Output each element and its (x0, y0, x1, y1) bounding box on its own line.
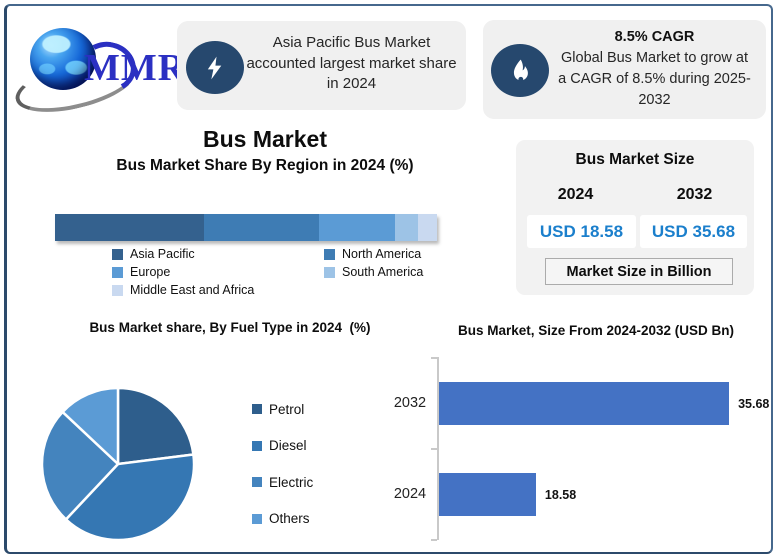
legend-item: North America (324, 247, 448, 261)
legend-swatch-icon (252, 513, 262, 524)
y-axis-line (437, 357, 439, 540)
fuel-chart-title: Bus Market share, By Fuel Type in 2024 (… (89, 320, 371, 335)
fuel-pie-chart (40, 386, 196, 542)
region-segment-europe (318, 214, 395, 241)
legend-swatch-icon (112, 248, 123, 260)
legend-swatch-icon (252, 404, 262, 414)
bar-category-label-2024: 2024 (393, 486, 427, 502)
market-size-title: Bus Market Size (575, 151, 695, 168)
legend-swatch-icon (252, 477, 262, 487)
legend-label: Petrol (269, 401, 305, 417)
legend-item: South America (324, 265, 448, 279)
legend-item: Petrol (252, 398, 313, 420)
callout-line: 2032 (638, 92, 671, 108)
legend-item: Electric (252, 471, 313, 493)
callout-region-share-text: Asia Pacific Bus Market accounted larges… (243, 33, 460, 95)
axis-tick (431, 357, 437, 359)
year-2032-label: 2032 (676, 186, 713, 203)
size-chart-title: Bus Market, Size From 2024-2032 (USD Bn) (457, 323, 735, 338)
year-2024-label: 2024 (557, 186, 594, 203)
bar-value-label-2032: 35.68 (738, 397, 770, 411)
size-bar-chart: 2032 35.68 2024 18.58 (388, 357, 770, 541)
lightning-bolt-icon (186, 41, 244, 94)
market-size-unit-note: Market Size in Billion (545, 258, 733, 285)
market-size-value-2032: USD 35.68 (640, 215, 747, 248)
legend-item: Europe (112, 265, 324, 279)
pie-slice-electric (40, 410, 120, 521)
flame-icon (491, 44, 549, 97)
legend-label: Middle East and Africa (130, 283, 255, 297)
callout-line: a CAGR of 8.5% during 2025- (558, 71, 751, 87)
size-bar-2024 (439, 473, 536, 516)
legend-label: Asia Pacific (130, 247, 195, 261)
cagr-headline: 8.5% CAGR (614, 29, 695, 45)
mmr-logo: MMR (10, 20, 192, 123)
legend-label: South America (342, 265, 424, 279)
region-segment-south-america (394, 214, 418, 241)
pie-slice-others (61, 386, 120, 466)
bar-value-label-2024: 18.58 (544, 488, 577, 502)
legend-swatch-icon (112, 266, 123, 278)
callout-region-share: Asia Pacific Bus Market accounted larges… (177, 21, 466, 110)
region-legend: Asia Pacific North America Europe South Ame… (112, 247, 448, 297)
region-stacked-bar (55, 214, 437, 241)
pie-slice-petrol (116, 386, 195, 466)
legend-swatch-icon (252, 440, 262, 451)
legend-swatch-icon (112, 284, 123, 296)
page-title: Bus Market (203, 126, 327, 152)
callout-cagr: 8.5% CAGR Global Bus Market to grow at a… (483, 20, 766, 119)
axis-tick (431, 539, 437, 541)
logo-text: MMR (84, 47, 187, 89)
legend-label: North America (342, 247, 422, 261)
legend-swatch-icon (324, 248, 335, 260)
bar-category-label-2032: 2032 (393, 395, 427, 411)
legend-label: Electric (269, 474, 314, 490)
legend-item: Others (252, 508, 313, 530)
legend-label: Europe (130, 265, 171, 279)
flame-glyph (513, 59, 528, 82)
legend-item: Asia Pacific (112, 247, 324, 261)
globe-icon (30, 28, 96, 90)
pie-slice-diesel (64, 453, 196, 542)
axis-tick (431, 448, 437, 450)
market-size-panel: Bus Market Size 2024 2032 USD 18.58 USD … (516, 140, 754, 295)
market-size-years: 2024 2032 (516, 186, 754, 204)
region-segment-asia-pacific (55, 214, 204, 241)
legend-swatch-icon (324, 266, 335, 278)
callout-cagr-text: 8.5% CAGR Global Bus Market to grow at a… (549, 27, 760, 111)
region-segment-middle-east-and-africa (417, 214, 437, 241)
size-bar-2032 (439, 382, 730, 425)
legend-label: Diesel (269, 438, 307, 453)
legend-label: Others (269, 511, 310, 526)
callout-line: in 2024 (326, 75, 377, 92)
region-chart-title: Bus Market Share By Region in 2024 (%) (116, 157, 414, 174)
fuel-legend: Petrol Diesel Electric Others (252, 398, 313, 530)
callout-line: accounted largest market share (246, 54, 457, 72)
legend-item: Diesel (252, 435, 313, 457)
region-segment-north-america (203, 214, 319, 241)
lightning-bolt-glyph (207, 56, 222, 79)
callout-line: Global Bus Market to grow at (561, 50, 748, 66)
callout-line: Asia Pacific Bus Market (272, 34, 431, 51)
market-size-value-2024: USD 18.58 (527, 215, 636, 248)
legend-item: Middle East and Africa (112, 283, 324, 297)
